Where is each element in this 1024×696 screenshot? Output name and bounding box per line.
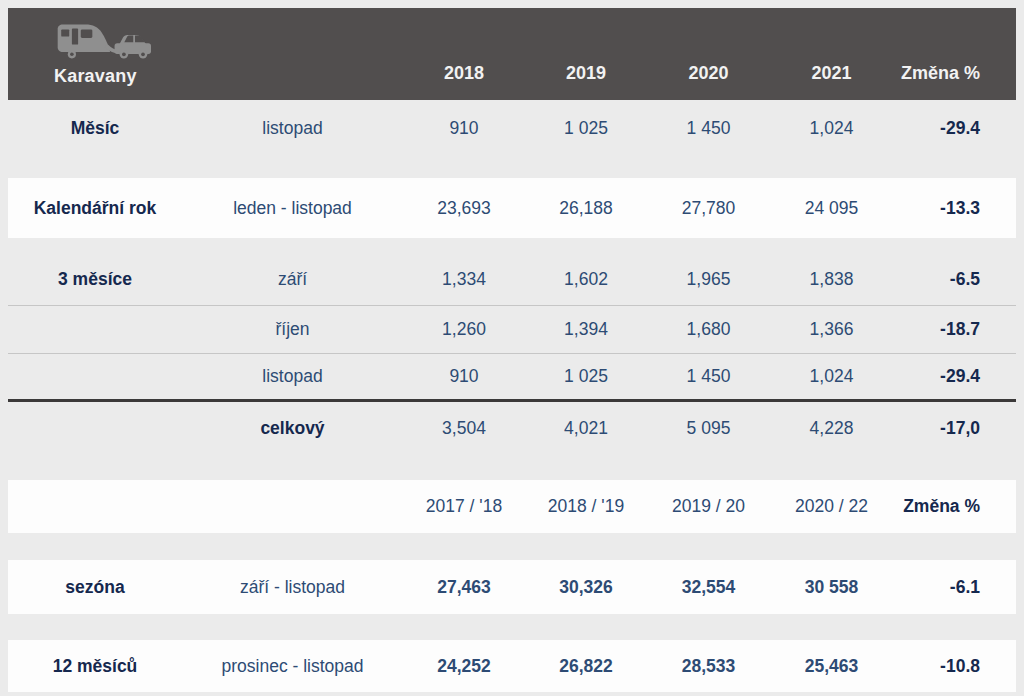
cell-value-2021: 1,024 <box>770 353 893 400</box>
cell-value-2020-22: 25,463 <box>770 640 893 692</box>
cell-value-2018: 1,260 <box>403 305 525 353</box>
cell-value-2019: 1,602 <box>525 255 647 305</box>
cell-value-2018: 910 <box>403 100 525 156</box>
stats-table: Karavany 2018 2019 2020 2021 Změna % Měs… <box>8 8 1016 692</box>
year-header-2018: 2018 <box>403 8 525 100</box>
cell-value-2021: 1,838 <box>770 255 893 305</box>
cell-value-2021: 4,228 <box>770 400 893 455</box>
cell-period: listopad <box>182 100 403 156</box>
header-title-cell: Karavany <box>8 8 182 100</box>
cell-value-2018: 1,334 <box>403 255 525 305</box>
season-header-2018-19: 2018 / '19 <box>525 480 647 533</box>
cell-period-total: celkový <box>182 400 403 455</box>
cell-value-2020: 1,965 <box>647 255 770 305</box>
cell-empty <box>8 480 182 533</box>
cell-value-2020: 1 450 <box>647 100 770 156</box>
season-change-header: Změna % <box>893 480 1016 533</box>
cell-value-2020: 5 095 <box>647 400 770 455</box>
cell-value-2021: 1,024 <box>770 100 893 156</box>
season-header-2017-18: 2017 / '18 <box>403 480 525 533</box>
table-row-3months-september: 3 měsíce září 1,334 1,602 1,965 1,838 -6… <box>8 255 1016 305</box>
table-row-3months-october: říjen 1,260 1,394 1,680 1,366 -18.7 <box>8 305 1016 353</box>
cell-label: Kalendářní rok <box>8 178 182 238</box>
header-empty-cell <box>182 8 403 100</box>
cell-value-2019: 4,021 <box>525 400 647 455</box>
season-header-2019-20: 2019 / 20 <box>647 480 770 533</box>
table-header-row: Karavany 2018 2019 2020 2021 Změna % <box>8 8 1016 100</box>
cell-value-2020: 1 450 <box>647 353 770 400</box>
row-gap <box>8 455 1016 480</box>
row-gap <box>8 614 1016 640</box>
cell-label: 12 měsíců <box>8 640 182 692</box>
cell-change: -6.5 <box>893 255 1016 305</box>
season-header-row: 2017 / '18 2018 / '19 2019 / 20 2020 / 2… <box>8 480 1016 533</box>
cell-value-2018: 3,504 <box>403 400 525 455</box>
cell-value-2018: 23,693 <box>403 178 525 238</box>
cell-label <box>8 305 182 353</box>
cell-value-2018-19: 30,326 <box>525 560 647 614</box>
cell-label <box>8 353 182 400</box>
cell-value-2019: 26,188 <box>525 178 647 238</box>
cell-change: -29.4 <box>893 100 1016 156</box>
cell-value-2018-19: 26,822 <box>525 640 647 692</box>
table-row-season: sezóna září - listopad 27,463 30,326 32,… <box>8 560 1016 614</box>
cell-value-2020: 27,780 <box>647 178 770 238</box>
cell-period: září <box>182 255 403 305</box>
cell-label: sezóna <box>8 560 182 614</box>
cell-change: -17,0 <box>893 400 1016 455</box>
cell-label <box>8 400 182 455</box>
cell-value-2017-18: 24,252 <box>403 640 525 692</box>
cell-value-2019-20: 28,533 <box>647 640 770 692</box>
table-row-month: Měsíc listopad 910 1 025 1 450 1,024 -29… <box>8 100 1016 156</box>
table-row-3months-november: listopad 910 1 025 1 450 1,024 -29.4 <box>8 353 1016 400</box>
cell-period: leden - listopad <box>182 178 403 238</box>
season-header-2020-22: 2020 / 22 <box>770 480 893 533</box>
row-gap <box>8 238 1016 255</box>
row-gap <box>8 533 1016 560</box>
cell-change: -29.4 <box>893 353 1016 400</box>
cell-period: říjen <box>182 305 403 353</box>
cell-value-2018: 910 <box>403 353 525 400</box>
year-header-2019: 2019 <box>525 8 647 100</box>
table-row-calendar-year: Kalendářní rok leden - listopad 23,693 2… <box>8 178 1016 238</box>
caravan-stats-table: Karavany 2018 2019 2020 2021 Změna % Měs… <box>8 8 1016 692</box>
year-header-2020: 2020 <box>647 8 770 100</box>
cell-period: září - listopad <box>182 560 403 614</box>
row-gap <box>8 156 1016 178</box>
cell-value-2017-18: 27,463 <box>403 560 525 614</box>
year-header-2021: 2021 <box>770 8 893 100</box>
cell-label: 3 měsíce <box>8 255 182 305</box>
cell-value-2019: 1 025 <box>525 100 647 156</box>
cell-value-2019: 1 025 <box>525 353 647 400</box>
change-header: Změna % <box>893 8 1016 100</box>
cell-change: -18.7 <box>893 305 1016 353</box>
cell-change: -6.1 <box>893 560 1016 614</box>
table-title: Karavany <box>54 66 182 87</box>
cell-change: -10.8 <box>893 640 1016 692</box>
cell-change: -13.3 <box>893 178 1016 238</box>
table-row-3months-total: celkový 3,504 4,021 5 095 4,228 -17,0 <box>8 400 1016 455</box>
cell-value-2020-22: 30 558 <box>770 560 893 614</box>
cell-value-2019: 1,394 <box>525 305 647 353</box>
cell-period: listopad <box>182 353 403 400</box>
cell-empty <box>182 480 403 533</box>
cell-period: prosinec - listopad <box>182 640 403 692</box>
cell-value-2019-20: 32,554 <box>647 560 770 614</box>
table-row-12months: 12 měsíců prosinec - listopad 24,252 26,… <box>8 640 1016 692</box>
cell-label: Měsíc <box>8 100 182 156</box>
cell-value-2021: 1,366 <box>770 305 893 353</box>
caravan-and-car-icon <box>54 21 182 61</box>
cell-value-2020: 1,680 <box>647 305 770 353</box>
cell-value-2021: 24 095 <box>770 178 893 238</box>
